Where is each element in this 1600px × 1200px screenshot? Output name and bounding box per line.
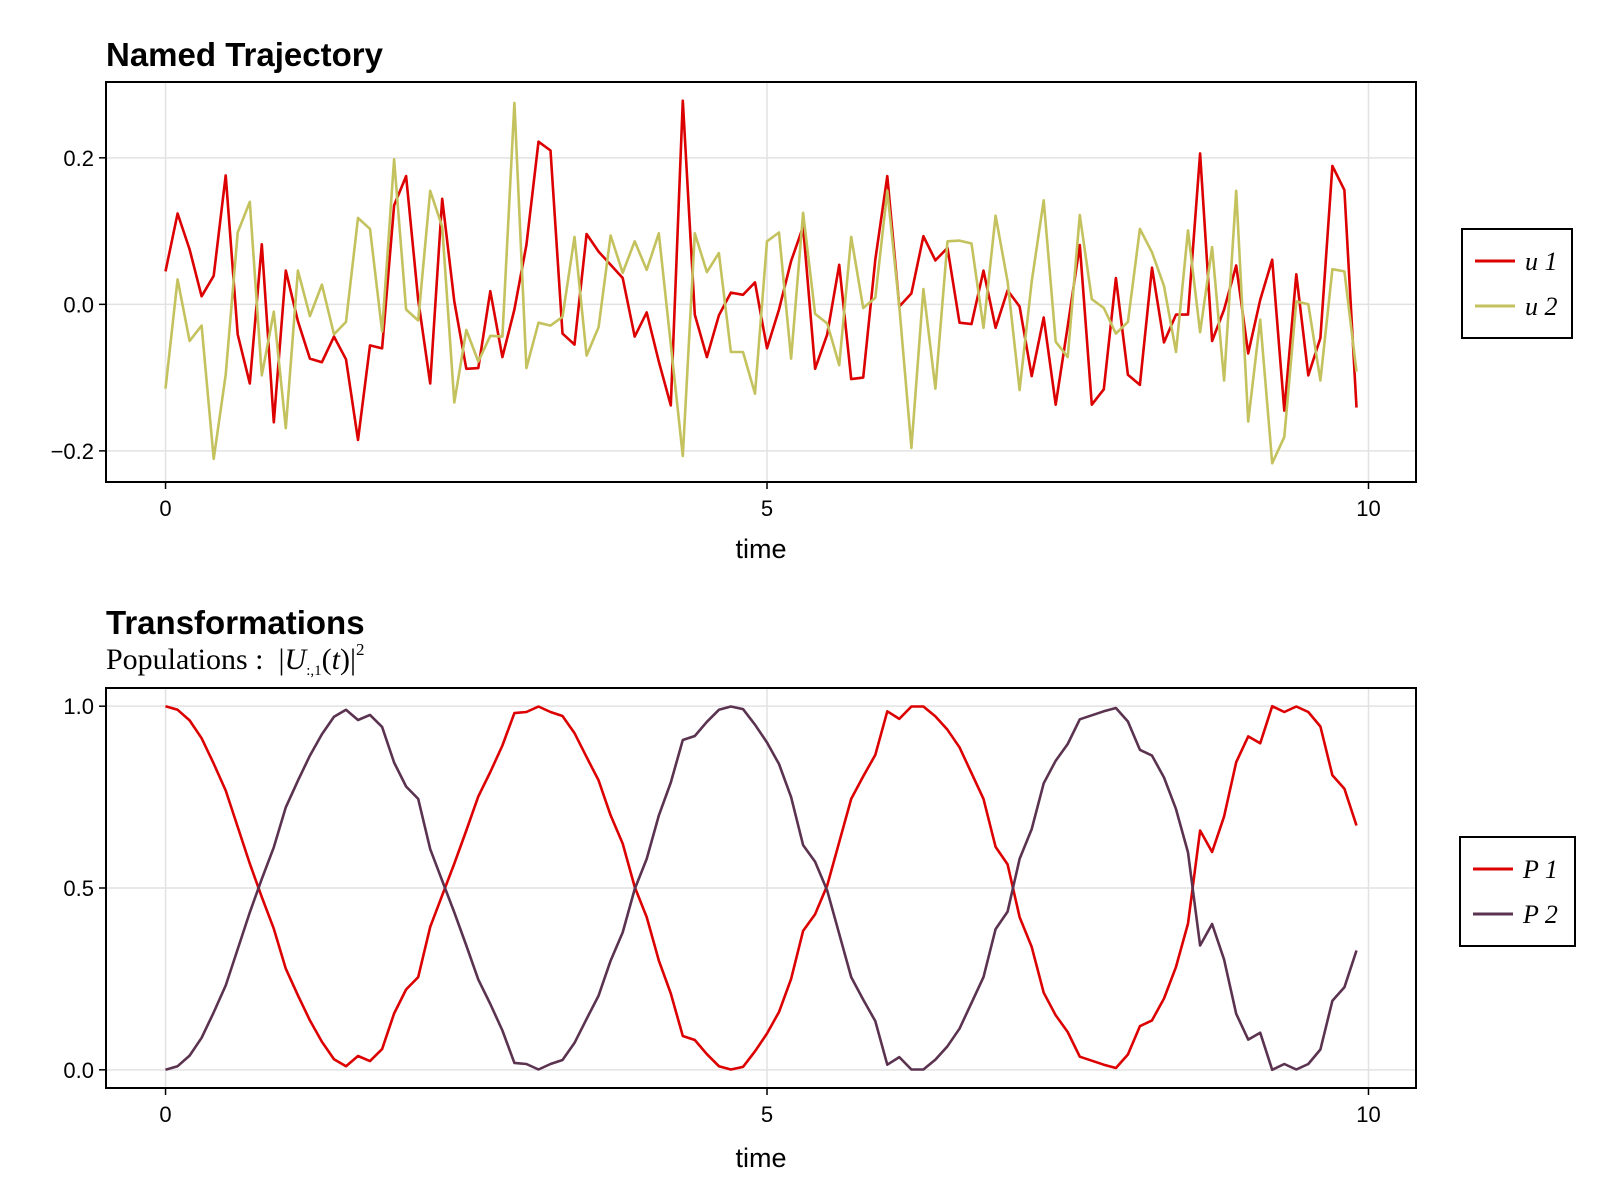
legend-label: u 1 bbox=[1525, 247, 1558, 276]
x-axis-label: time bbox=[735, 534, 786, 564]
subtitle-arg-open: ( bbox=[321, 643, 332, 676]
x-tick-label: 0 bbox=[159, 1102, 171, 1127]
panel-transformations: Transformations time 0 5 10 0.0 0.5 1.0 P 1 P 2 bbox=[63, 604, 1576, 1173]
legend-label: u 2 bbox=[1525, 292, 1558, 321]
subtitle-prefix: Populations : bbox=[106, 643, 264, 676]
series-line-P2 bbox=[165, 705, 1358, 1072]
chart-title: Named Trajectory bbox=[106, 36, 384, 73]
y-tick-label: −0.2 bbox=[51, 439, 94, 464]
x-tick-label: 10 bbox=[1356, 496, 1380, 521]
panel-named-trajectory: Named Trajectory time 0 5 10−0.20.00.2u 1u… bbox=[51, 36, 1573, 564]
x-tick-label: 5 bbox=[761, 496, 773, 521]
legend-box bbox=[1461, 228, 1573, 339]
x-tick-label: 10 bbox=[1356, 1102, 1380, 1127]
series-line-u1 bbox=[164, 99, 1358, 442]
legend: P 1 P 2 bbox=[1459, 836, 1576, 947]
series-line-u2 bbox=[164, 101, 1358, 465]
chart-subtitle: Populations : |U:,1(t)|2 bbox=[106, 640, 365, 679]
subtitle-argument: t bbox=[331, 643, 340, 676]
series-line-P1 bbox=[165, 704, 1358, 1071]
y-tick-label: 0.0 bbox=[63, 292, 94, 317]
y-tick-label: 0.5 bbox=[63, 876, 94, 901]
y-tick-label: 0.0 bbox=[63, 1058, 94, 1083]
chart-title: Transformations bbox=[106, 604, 365, 641]
x-tick-label: 0 bbox=[159, 496, 171, 521]
subtitle-arg-close: ) bbox=[339, 643, 350, 676]
x-axis-label: time bbox=[735, 1143, 786, 1173]
subtitle-symbol: U bbox=[284, 643, 307, 676]
legend: u 1 u 2 bbox=[1461, 228, 1573, 339]
legend-label: P 1 bbox=[1522, 855, 1558, 884]
subtitle-subscript: :,1 bbox=[306, 663, 322, 679]
y-tick-label: 0.2 bbox=[63, 146, 94, 171]
legend-box bbox=[1459, 836, 1576, 947]
x-tick-label: 5 bbox=[761, 1102, 773, 1127]
axis-frame bbox=[105, 81, 1417, 483]
y-tick-label: 1.0 bbox=[63, 694, 94, 719]
legend-label: P 2 bbox=[1522, 900, 1558, 929]
subtitle-superscript: 2 bbox=[355, 640, 365, 659]
